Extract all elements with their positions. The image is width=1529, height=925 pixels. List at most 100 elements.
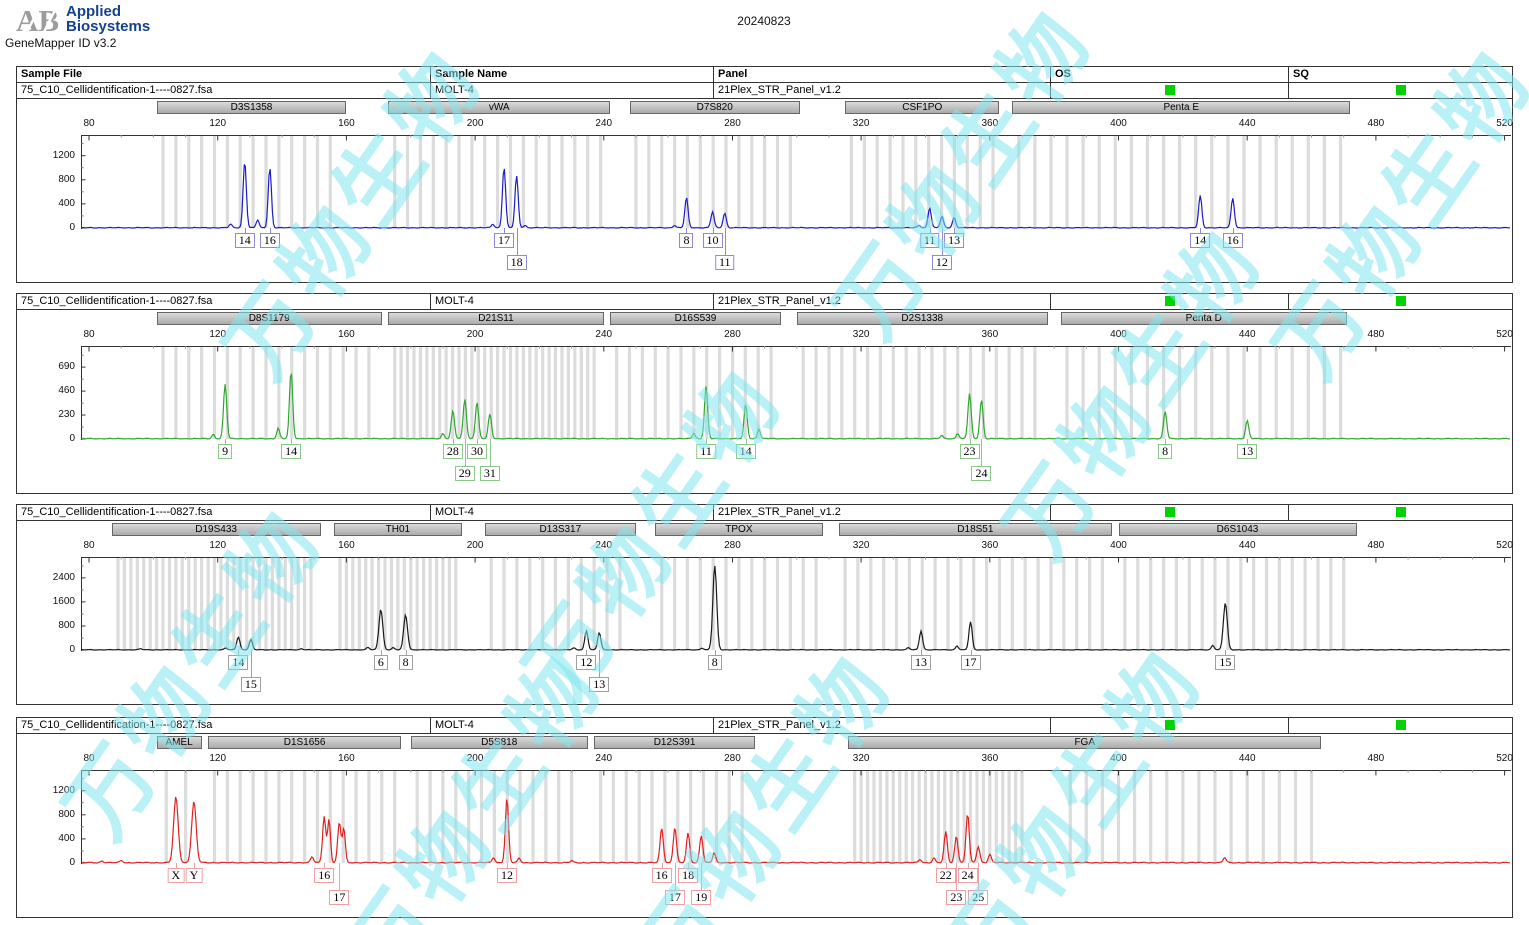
allele-label[interactable]: 29 (454, 466, 475, 481)
panel-name-value[interactable]: 21Plex_STR_Panel_v1.2 (714, 83, 1051, 98)
x-axis-tick-label: 520 (1496, 753, 1513, 764)
allele-label[interactable]: 25 (968, 890, 989, 905)
allele-label[interactable]: 9 (218, 444, 233, 459)
logo-wordmark: Applied Biosystems (66, 4, 150, 34)
os-pass-indicator (1165, 507, 1175, 517)
y-axis-tick-label: 1600 (52, 595, 75, 607)
allele-label[interactable]: 8 (398, 655, 413, 670)
allele-connector (686, 228, 688, 234)
allele-label[interactable]: 16 (1222, 233, 1243, 248)
sample-file-value[interactable]: 75_C10_Cellidentification-1----0827.fsa (17, 83, 431, 98)
allele-label[interactable]: 13 (589, 677, 610, 692)
allele-label[interactable]: 12 (496, 868, 517, 883)
allele-label[interactable]: 12 (576, 655, 597, 670)
marker-box-D8S1179: D8S1179 (156, 312, 382, 325)
sample-file-value[interactable]: 75_C10_Cellidentification-1----0827.fsa (17, 294, 431, 309)
sample-name-value[interactable]: MOLT-4 (431, 294, 714, 309)
allele-label[interactable]: 15 (240, 677, 261, 692)
allele-label[interactable]: 23 (959, 444, 980, 459)
sample-name-value[interactable]: MOLT-4 (431, 505, 714, 520)
marker-box-Penta-E: Penta E (1012, 101, 1351, 114)
allele-connector (724, 228, 726, 256)
logo-line2: Biosystems (66, 18, 151, 35)
sample-info-row[interactable]: 75_C10_Cellidentification-1----0827.fsa M… (17, 718, 1512, 734)
allele-label[interactable]: 11 (696, 444, 716, 459)
allele-label[interactable]: 13 (910, 655, 931, 670)
allele-connector (516, 228, 518, 256)
x-axis-tick-label: 480 (1367, 753, 1385, 764)
x-axis-tick-label: 280 (724, 540, 741, 551)
logo-line1: Applied (66, 3, 121, 20)
electropherogram-panel-red: 75_C10_Cellidentification-1----0827.fsa M… (16, 717, 1513, 918)
x-axis-tick-label: 80 (83, 118, 95, 129)
panel-name-value[interactable]: 21Plex_STR_Panel_v1.2 (714, 505, 1051, 520)
allele-connector (599, 650, 601, 678)
allele-label[interactable]: X (167, 868, 185, 883)
allele-label[interactable]: 14 (1190, 233, 1211, 248)
allele-label[interactable]: 22 (935, 868, 956, 883)
allele-label[interactable]: 24 (957, 868, 978, 883)
x-axis-tick-label: 520 (1496, 329, 1513, 340)
x-axis-tick-label: 520 (1496, 540, 1513, 551)
sample-info-row[interactable]: 75_C10_Cellidentification-1----0827.fsa M… (17, 294, 1512, 310)
sample-name-value[interactable]: MOLT-4 (431, 718, 714, 733)
allele-label[interactable]: 8 (707, 655, 722, 670)
allele-connector (969, 439, 971, 445)
allele-label[interactable]: 15 (1215, 655, 1236, 670)
x-axis-tick-label: 120 (209, 118, 227, 129)
allele-connector (225, 439, 227, 445)
allele-label[interactable]: 11 (919, 233, 940, 248)
panel-name-value[interactable]: 21Plex_STR_Panel_v1.2 (714, 718, 1051, 733)
allele-connector (712, 228, 714, 234)
allele-label[interactable]: 13 (1237, 444, 1258, 459)
allele-label[interactable]: 13 (944, 233, 965, 248)
sample-info-row[interactable]: 75_C10_Cellidentification-1----0827.fsa M… (17, 83, 1512, 99)
allele-label[interactable]: 12 (931, 255, 952, 270)
allele-label[interactable]: 28 (442, 444, 463, 459)
plot-area (80, 557, 1511, 651)
allele-label[interactable]: 18 (506, 255, 527, 270)
allele-label[interactable]: 16 (259, 233, 280, 248)
x-axis-tick-label: 80 (83, 753, 95, 764)
sample-name-value[interactable]: MOLT-4 (431, 83, 714, 98)
sample-file-value[interactable]: 75_C10_Cellidentification-1----0827.fsa (17, 718, 431, 733)
allele-label[interactable]: Y (185, 868, 203, 883)
allele-label[interactable]: 17 (960, 655, 981, 670)
allele-connector (674, 863, 676, 891)
allele-label[interactable]: 6 (373, 655, 388, 670)
os-pass-indicator (1165, 720, 1175, 730)
allele-label[interactable]: 11 (714, 255, 735, 270)
allele-label[interactable]: 31 (479, 466, 500, 481)
x-axis-tick-label: 280 (724, 753, 741, 764)
x-axis-tick-label: 160 (338, 118, 355, 129)
app-version-label: GeneMapper ID v3.2 (5, 36, 117, 50)
panel-name-value[interactable]: 21Plex_STR_Panel_v1.2 (714, 294, 1051, 309)
sample-info-row[interactable]: 75_C10_Cellidentification-1----0827.fsa M… (17, 505, 1512, 521)
os-status-cell (1051, 718, 1289, 733)
allele-label[interactable]: 8 (679, 233, 694, 248)
allele-connector (1247, 439, 1249, 445)
sq-pass-indicator (1395, 507, 1406, 517)
allele-label[interactable]: 19 (691, 890, 712, 905)
ab-logo-icon: AB (16, 4, 59, 38)
allele-label[interactable]: 10 (702, 233, 723, 248)
allele-label[interactable]: 16 (651, 868, 672, 883)
allele-label[interactable]: 24 (971, 466, 992, 481)
allele-label[interactable]: 14 (228, 655, 249, 670)
allele-label[interactable]: 17 (329, 890, 350, 905)
allele-label[interactable]: 16 (314, 868, 335, 883)
allele-label[interactable]: 17 (664, 890, 685, 905)
x-axis-tick-label: 120 (209, 540, 227, 551)
allele-label[interactable]: 8 (1158, 444, 1173, 459)
sample-file-value[interactable]: 75_C10_Cellidentification-1----0827.fsa (17, 505, 431, 520)
allele-label[interactable]: 23 (946, 890, 967, 905)
col-header-panel: Panel (714, 67, 1051, 82)
allele-label[interactable]: 14 (234, 233, 255, 248)
allele-label[interactable]: 14 (281, 444, 302, 459)
allele-label[interactable]: 30 (467, 444, 488, 459)
allele-label[interactable]: 14 (735, 444, 756, 459)
allele-label[interactable]: 17 (494, 233, 515, 248)
allele-label[interactable]: 18 (678, 868, 699, 883)
allele-connector (489, 439, 491, 467)
